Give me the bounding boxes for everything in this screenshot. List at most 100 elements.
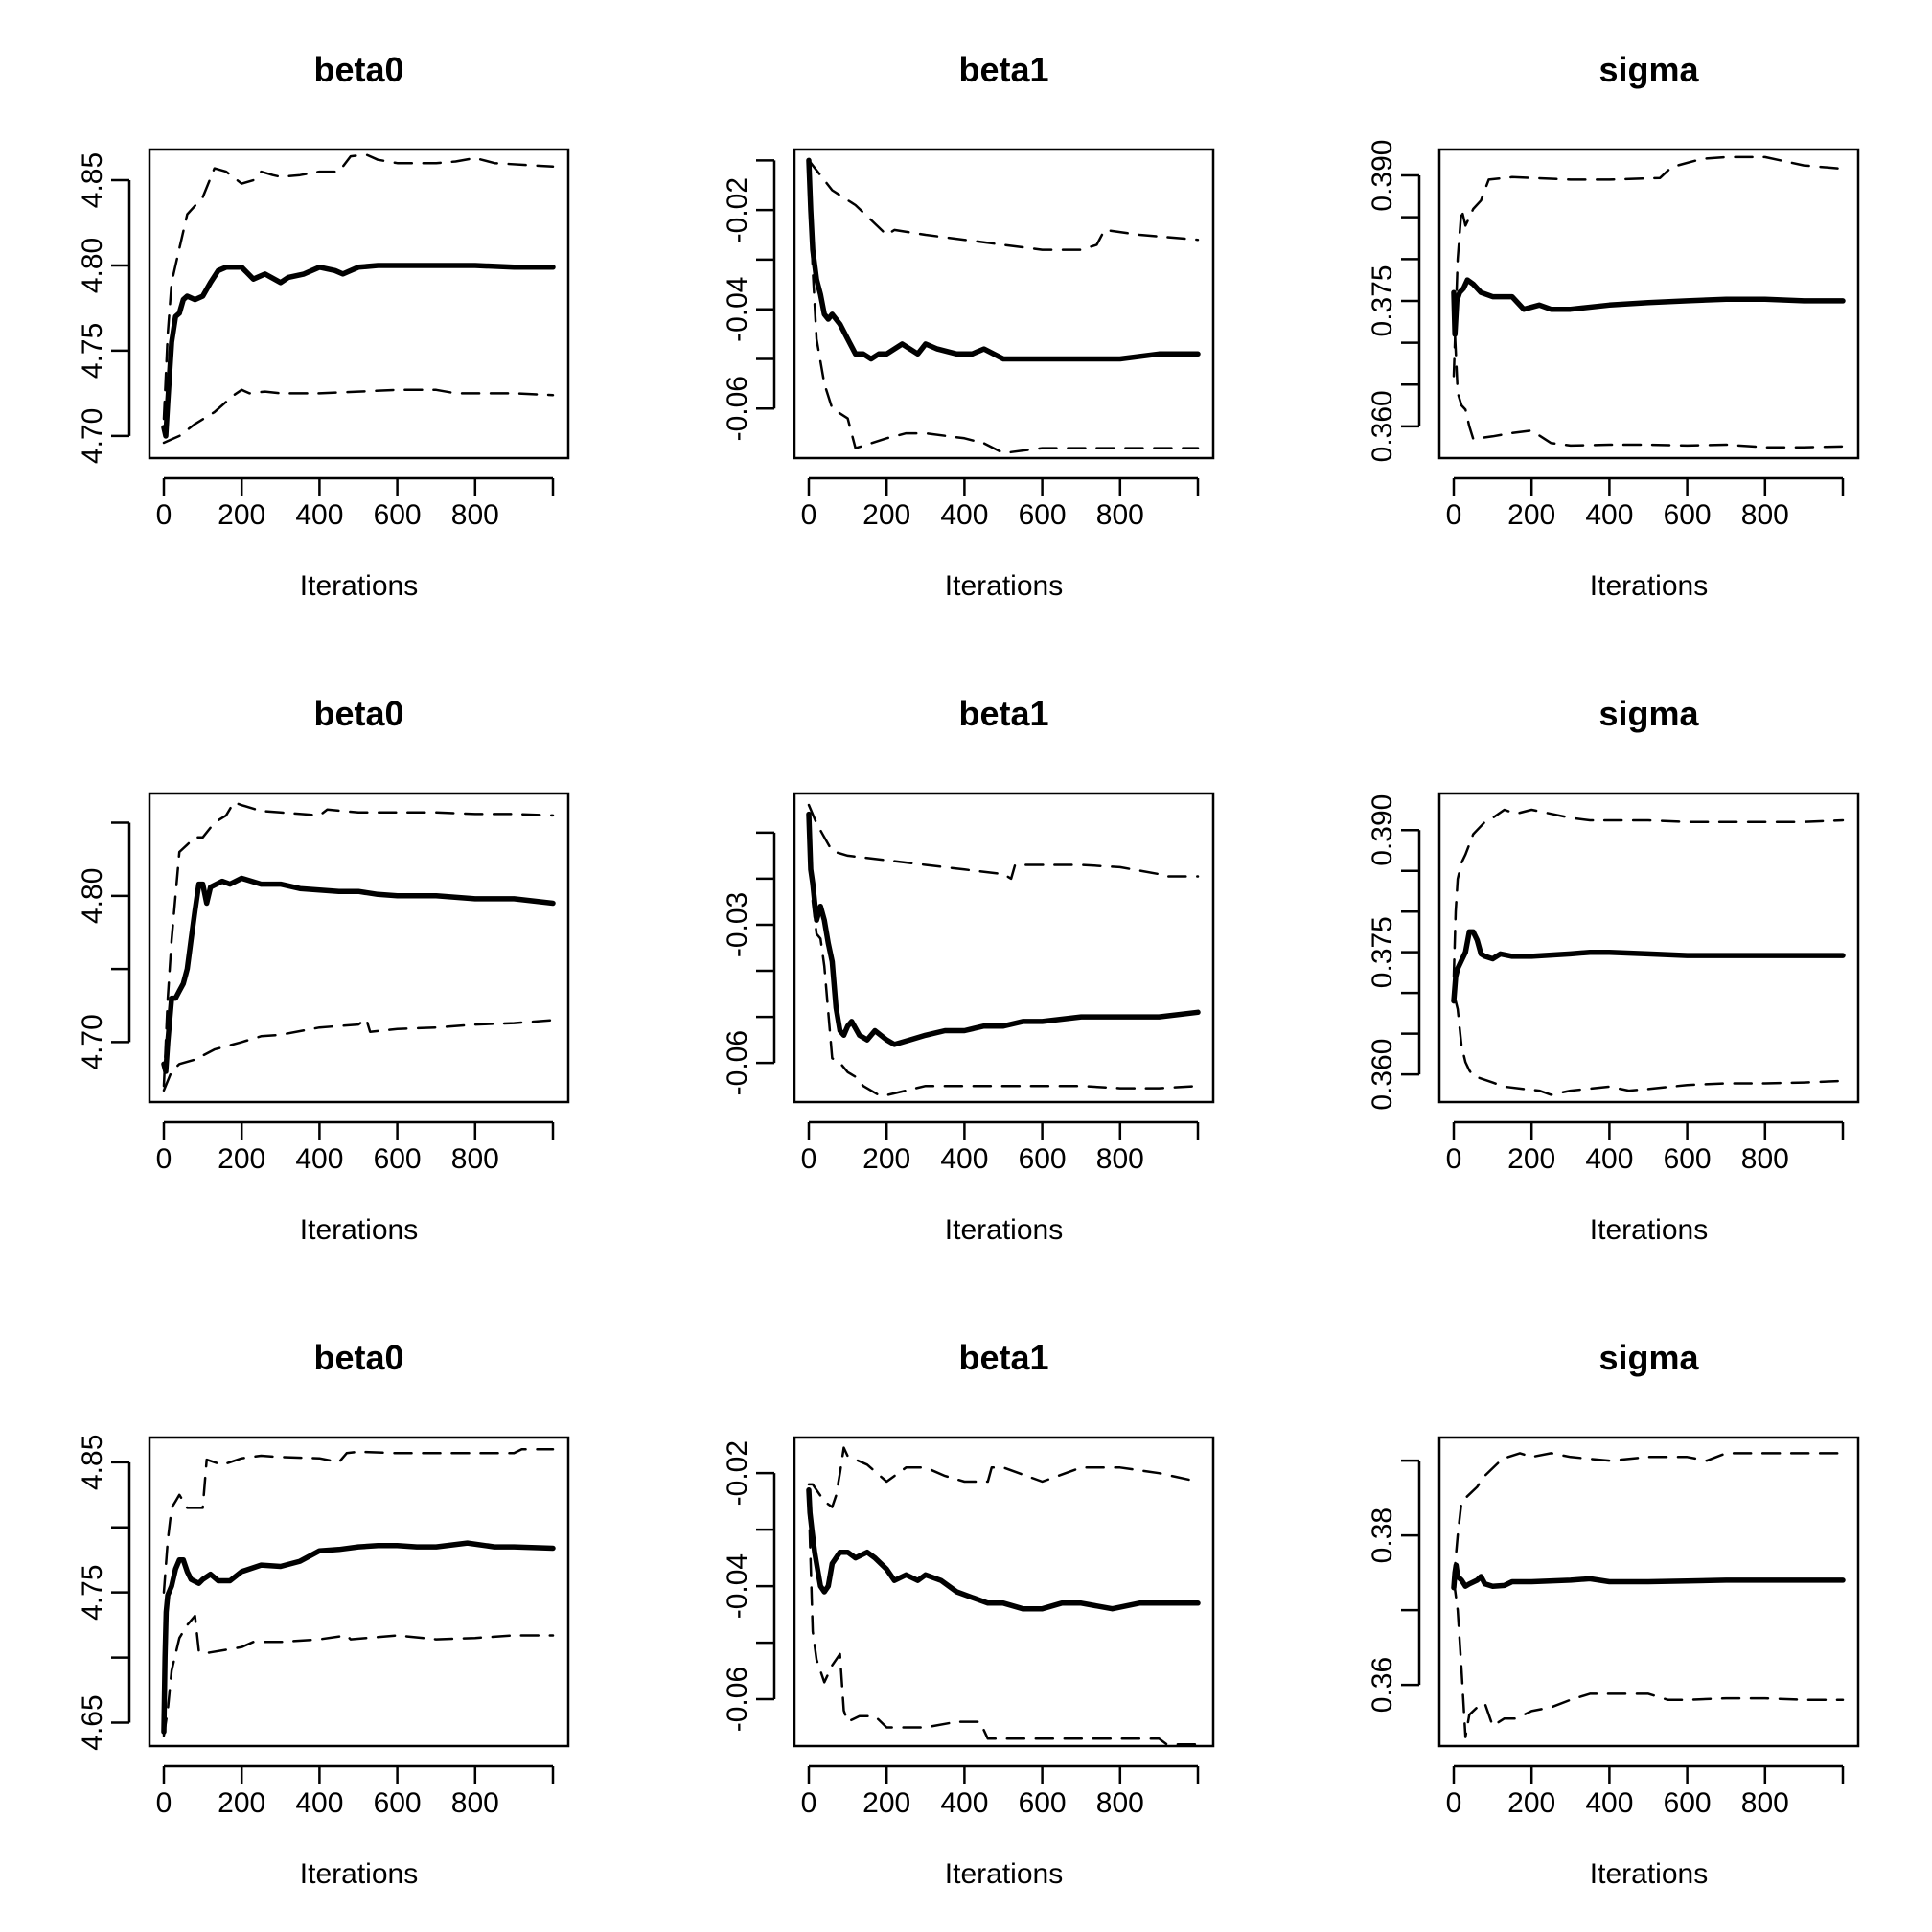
x-tick-label: 0	[1446, 1143, 1462, 1175]
panel-beta1-5: beta1 0 200 400 600 800 Iterations -0.03 -0.06	[722, 694, 1215, 1246]
x-tick-label: 600	[1664, 1787, 1712, 1819]
x-tick-label: 0	[1446, 1787, 1462, 1819]
y-tick-label: -0.04	[722, 276, 753, 341]
x-tick-label: 0	[156, 499, 172, 531]
x-tick-label: 600	[374, 1143, 422, 1175]
y-tick-label: 0.360	[1367, 1039, 1398, 1111]
series-upper-line	[807, 1446, 1200, 1508]
x-tick-label: 400	[295, 1143, 343, 1175]
y-tick-label: 0.360	[1367, 390, 1398, 462]
x-tick-label: 400	[940, 1787, 988, 1819]
x-axis-label: Iterations	[945, 1214, 1063, 1246]
x-tick-label: 400	[295, 499, 343, 531]
series-upper-line	[1452, 1452, 1845, 1582]
y-tick-label: -0.02	[722, 1440, 753, 1506]
panel-title: beta0	[313, 1338, 403, 1377]
x-tick-label: 600	[374, 1787, 422, 1819]
series-lower-line	[162, 1017, 555, 1092]
y-tick-label: 0.390	[1367, 140, 1398, 212]
series-upper-line	[162, 1447, 555, 1594]
y-tick-label: 0.375	[1367, 264, 1398, 336]
panel-title: beta0	[313, 50, 403, 89]
series-median-line	[806, 1487, 1201, 1612]
x-tick-label: 800	[1741, 499, 1789, 531]
x-tick-label: 600	[1019, 499, 1067, 531]
panel-beta1-8: beta1 0 200 400 600 800 Iterations -0.02 -0.04 -0…	[722, 1338, 1215, 1890]
x-tick-label: 800	[451, 1143, 499, 1175]
x-tick-label: 800	[1741, 1143, 1789, 1175]
panel-title: beta1	[958, 694, 1048, 733]
series-lower-line	[807, 813, 1200, 1097]
panel-beta0-1: beta0 0 200 400 600 800 Iterations 4.70 4.75 4.80…	[77, 50, 570, 602]
x-axis-label: Iterations	[300, 1214, 418, 1246]
x-tick-label: 600	[1664, 499, 1712, 531]
y-tick-label: 4.70	[77, 408, 108, 464]
y-tick-label: 4.80	[77, 238, 108, 293]
x-axis-label: Iterations	[1590, 570, 1708, 602]
x-tick-label: 400	[295, 1787, 343, 1819]
x-tick-label: 200	[862, 1143, 910, 1175]
x-tick-label: 200	[218, 499, 265, 531]
y-tick-label: -0.06	[722, 1667, 753, 1732]
series-median-line	[1451, 1562, 1846, 1591]
series-median-line	[1451, 929, 1846, 1004]
series-lower-line	[807, 1500, 1200, 1746]
x-tick-label: 0	[156, 1143, 172, 1175]
y-tick-label: 0.36	[1367, 1657, 1398, 1713]
panel-title: sigma	[1598, 1338, 1699, 1377]
series-median-line	[161, 263, 556, 439]
series-lower-line	[807, 159, 1200, 455]
x-tick-label: 0	[156, 1787, 172, 1819]
x-axis-label: Iterations	[300, 1858, 418, 1890]
panel-sigma-9: sigma 0 200 400 600 800 Iterations 0.36 0.38	[1367, 1338, 1860, 1890]
x-tick-label: 200	[862, 499, 910, 531]
y-tick-label: 0.390	[1367, 794, 1398, 866]
panel-title: beta0	[313, 694, 403, 733]
plot-frame	[1438, 792, 1860, 1104]
y-tick-label: 4.65	[77, 1694, 108, 1750]
x-axis-label: Iterations	[945, 1858, 1063, 1890]
y-tick-label: 4.75	[77, 1564, 108, 1620]
series-lower-line	[162, 388, 555, 445]
series-median-line	[161, 875, 556, 1074]
panel-title: beta1	[958, 1338, 1048, 1377]
panel-beta0-7: beta0 0 200 400 600 800 Iterations 4.65 4.75 4.85	[77, 1338, 570, 1890]
x-tick-label: 600	[1019, 1143, 1067, 1175]
x-tick-label: 200	[862, 1787, 910, 1819]
series-lower-line	[1452, 1578, 1845, 1738]
x-tick-label: 200	[1507, 499, 1555, 531]
y-tick-label: -0.06	[722, 1030, 753, 1095]
plot-frame	[793, 1436, 1215, 1748]
y-tick-label: 4.75	[77, 323, 108, 379]
series-lower-line	[162, 1614, 555, 1737]
series-upper-line	[162, 800, 555, 1088]
x-tick-label: 200	[218, 1787, 265, 1819]
x-tick-label: 200	[1507, 1787, 1555, 1819]
panel-beta1-2: beta1 0 200 400 600 800 Iterations -0.02 -0.04 -0…	[722, 50, 1215, 602]
x-axis-label: Iterations	[300, 570, 418, 602]
y-tick-label: -0.03	[722, 892, 753, 957]
x-tick-label: 0	[801, 1143, 817, 1175]
x-tick-label: 400	[1585, 499, 1633, 531]
plot-frame	[793, 792, 1215, 1104]
y-tick-label: -0.02	[722, 177, 753, 242]
x-tick-label: 0	[801, 499, 817, 531]
x-tick-label: 800	[451, 1787, 499, 1819]
plot-frame	[1438, 148, 1860, 460]
y-tick-label: 4.80	[77, 868, 108, 924]
plot-frame	[148, 792, 570, 1104]
x-tick-label: 800	[451, 499, 499, 531]
x-tick-label: 400	[1585, 1143, 1633, 1175]
x-axis-label: Iterations	[1590, 1858, 1708, 1890]
series-upper-line	[162, 153, 555, 421]
x-tick-label: 800	[1096, 1143, 1144, 1175]
panel-sigma-6: sigma 0 200 400 600 800 Iterations 0.360 0.375 0.…	[1367, 694, 1860, 1246]
x-tick-label: 600	[374, 499, 422, 531]
x-tick-label: 200	[1507, 1143, 1555, 1175]
panel-sigma-3: sigma 0 200 400 600 800 Iterations 0.360 0.375 0.…	[1367, 50, 1860, 602]
x-axis-label: Iterations	[1590, 1214, 1708, 1246]
x-tick-label: 400	[940, 499, 988, 531]
x-tick-label: 400	[940, 1143, 988, 1175]
y-tick-label: 4.85	[77, 1435, 108, 1490]
